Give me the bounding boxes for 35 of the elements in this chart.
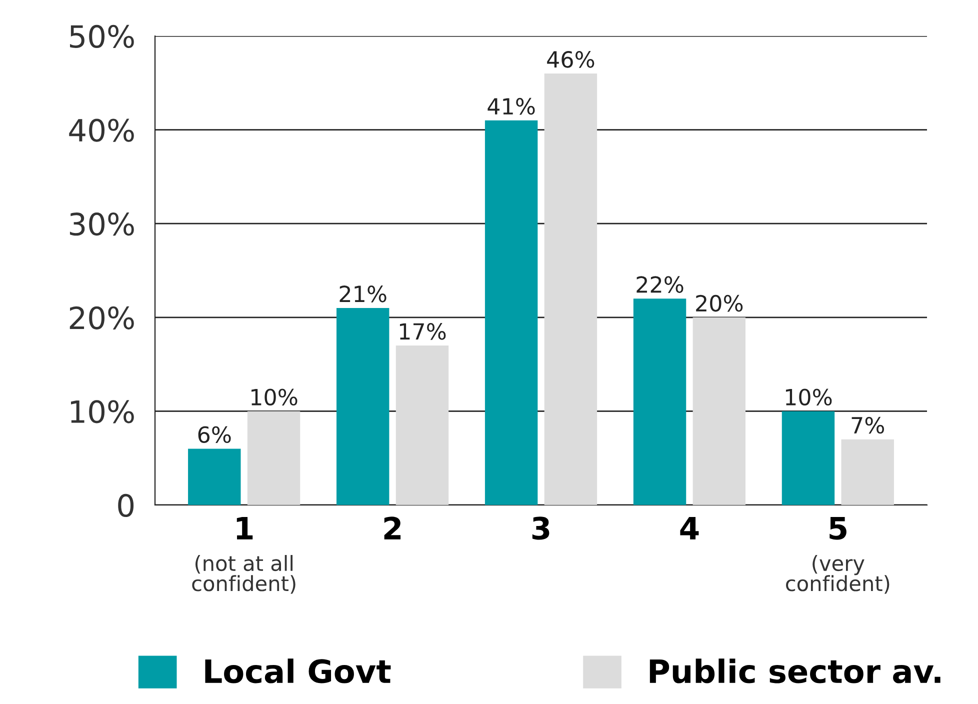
bar [396,346,449,505]
y-tick-label: 50% [70,24,134,48]
y-tick-label: 10% [70,400,134,424]
data-label: 41% [488,98,535,115]
x-tick-label: 3 [532,516,550,540]
x-tick-label: 4 [680,517,699,540]
bar [484,120,538,505]
data-label: 7% [852,416,884,434]
data-label: 17% [400,323,446,340]
text: (very confident) [786,555,890,594]
bar [692,317,746,505]
data-label: 46% [547,51,594,68]
bar [544,74,598,505]
bar [247,411,300,505]
text: (not at all confident) [192,555,296,594]
bar [188,448,241,505]
bar [633,298,686,505]
x-tick-label: 1 [236,517,253,540]
data-label: 20% [696,294,743,312]
y-tick-label: 0 [118,494,134,518]
data-label: 21% [340,286,386,302]
bar [841,439,894,505]
data-label: 22% [636,276,684,293]
y-tick-label: 40% [69,118,134,142]
data-label: 10% [252,388,298,406]
data-label: 10% [786,388,832,406]
legend-label: Local Govt [205,658,391,684]
legend-label: Public sector av. [650,658,940,684]
x-tick-label: 5 [830,517,846,540]
y-tick-label: 20% [70,306,134,330]
bar [782,411,835,505]
data-label: 6% [198,426,231,444]
bar [336,308,390,505]
x-tick-label: 2 [384,516,401,540]
y-tick-label: 30% [70,212,134,236]
